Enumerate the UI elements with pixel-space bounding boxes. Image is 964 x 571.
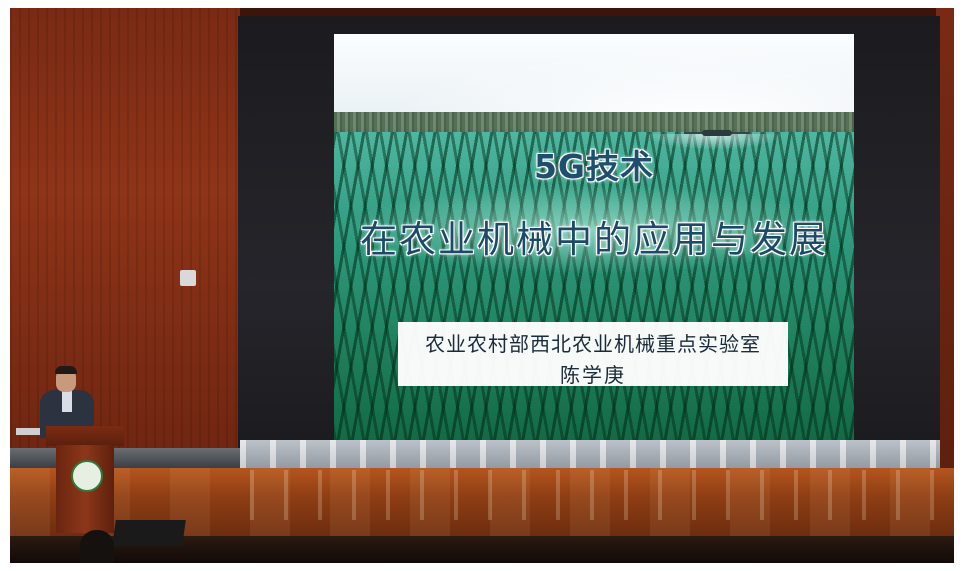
- slide-title-line2: 在农业机械中的应用与发展: [360, 218, 828, 261]
- slide-field-glow: [344, 184, 844, 274]
- presenter-name: 陈学庚: [560, 363, 626, 387]
- conference-photo: 5G技术 在农业机械中的应用与发展 农业农村部西北农业机械重点实验室 陈学庚: [10, 8, 954, 563]
- wall-baseboard: [10, 448, 240, 468]
- ceiling-edge: [10, 8, 954, 18]
- podium-top: [46, 426, 124, 446]
- wall-outlet: [16, 428, 46, 435]
- presenter-organization: 农业农村部西北农业机械重点实验室: [425, 332, 761, 356]
- crop-duster-plane-icon: [644, 124, 784, 150]
- slide-treeline: [334, 112, 854, 134]
- slide-title-line1: 5G技术: [533, 147, 655, 186]
- stage-floor-reflection: [250, 470, 940, 520]
- slide-crop-field: [334, 132, 854, 441]
- audience-member-head: [80, 530, 114, 563]
- wall-speaker-icon: [180, 270, 196, 286]
- stage-monitor-speaker: [112, 520, 186, 546]
- presentation-slide: 5G技术 在农业机械中的应用与发展 农业农村部西北农业机械重点实验室 陈学庚: [334, 34, 854, 441]
- wood-paneled-wall-right: [936, 8, 954, 468]
- slide-presenter-box: 农业农村部西北农业机械重点实验室 陈学庚: [398, 322, 788, 387]
- stage-led-strip: [240, 440, 940, 468]
- university-emblem-icon: [71, 460, 103, 492]
